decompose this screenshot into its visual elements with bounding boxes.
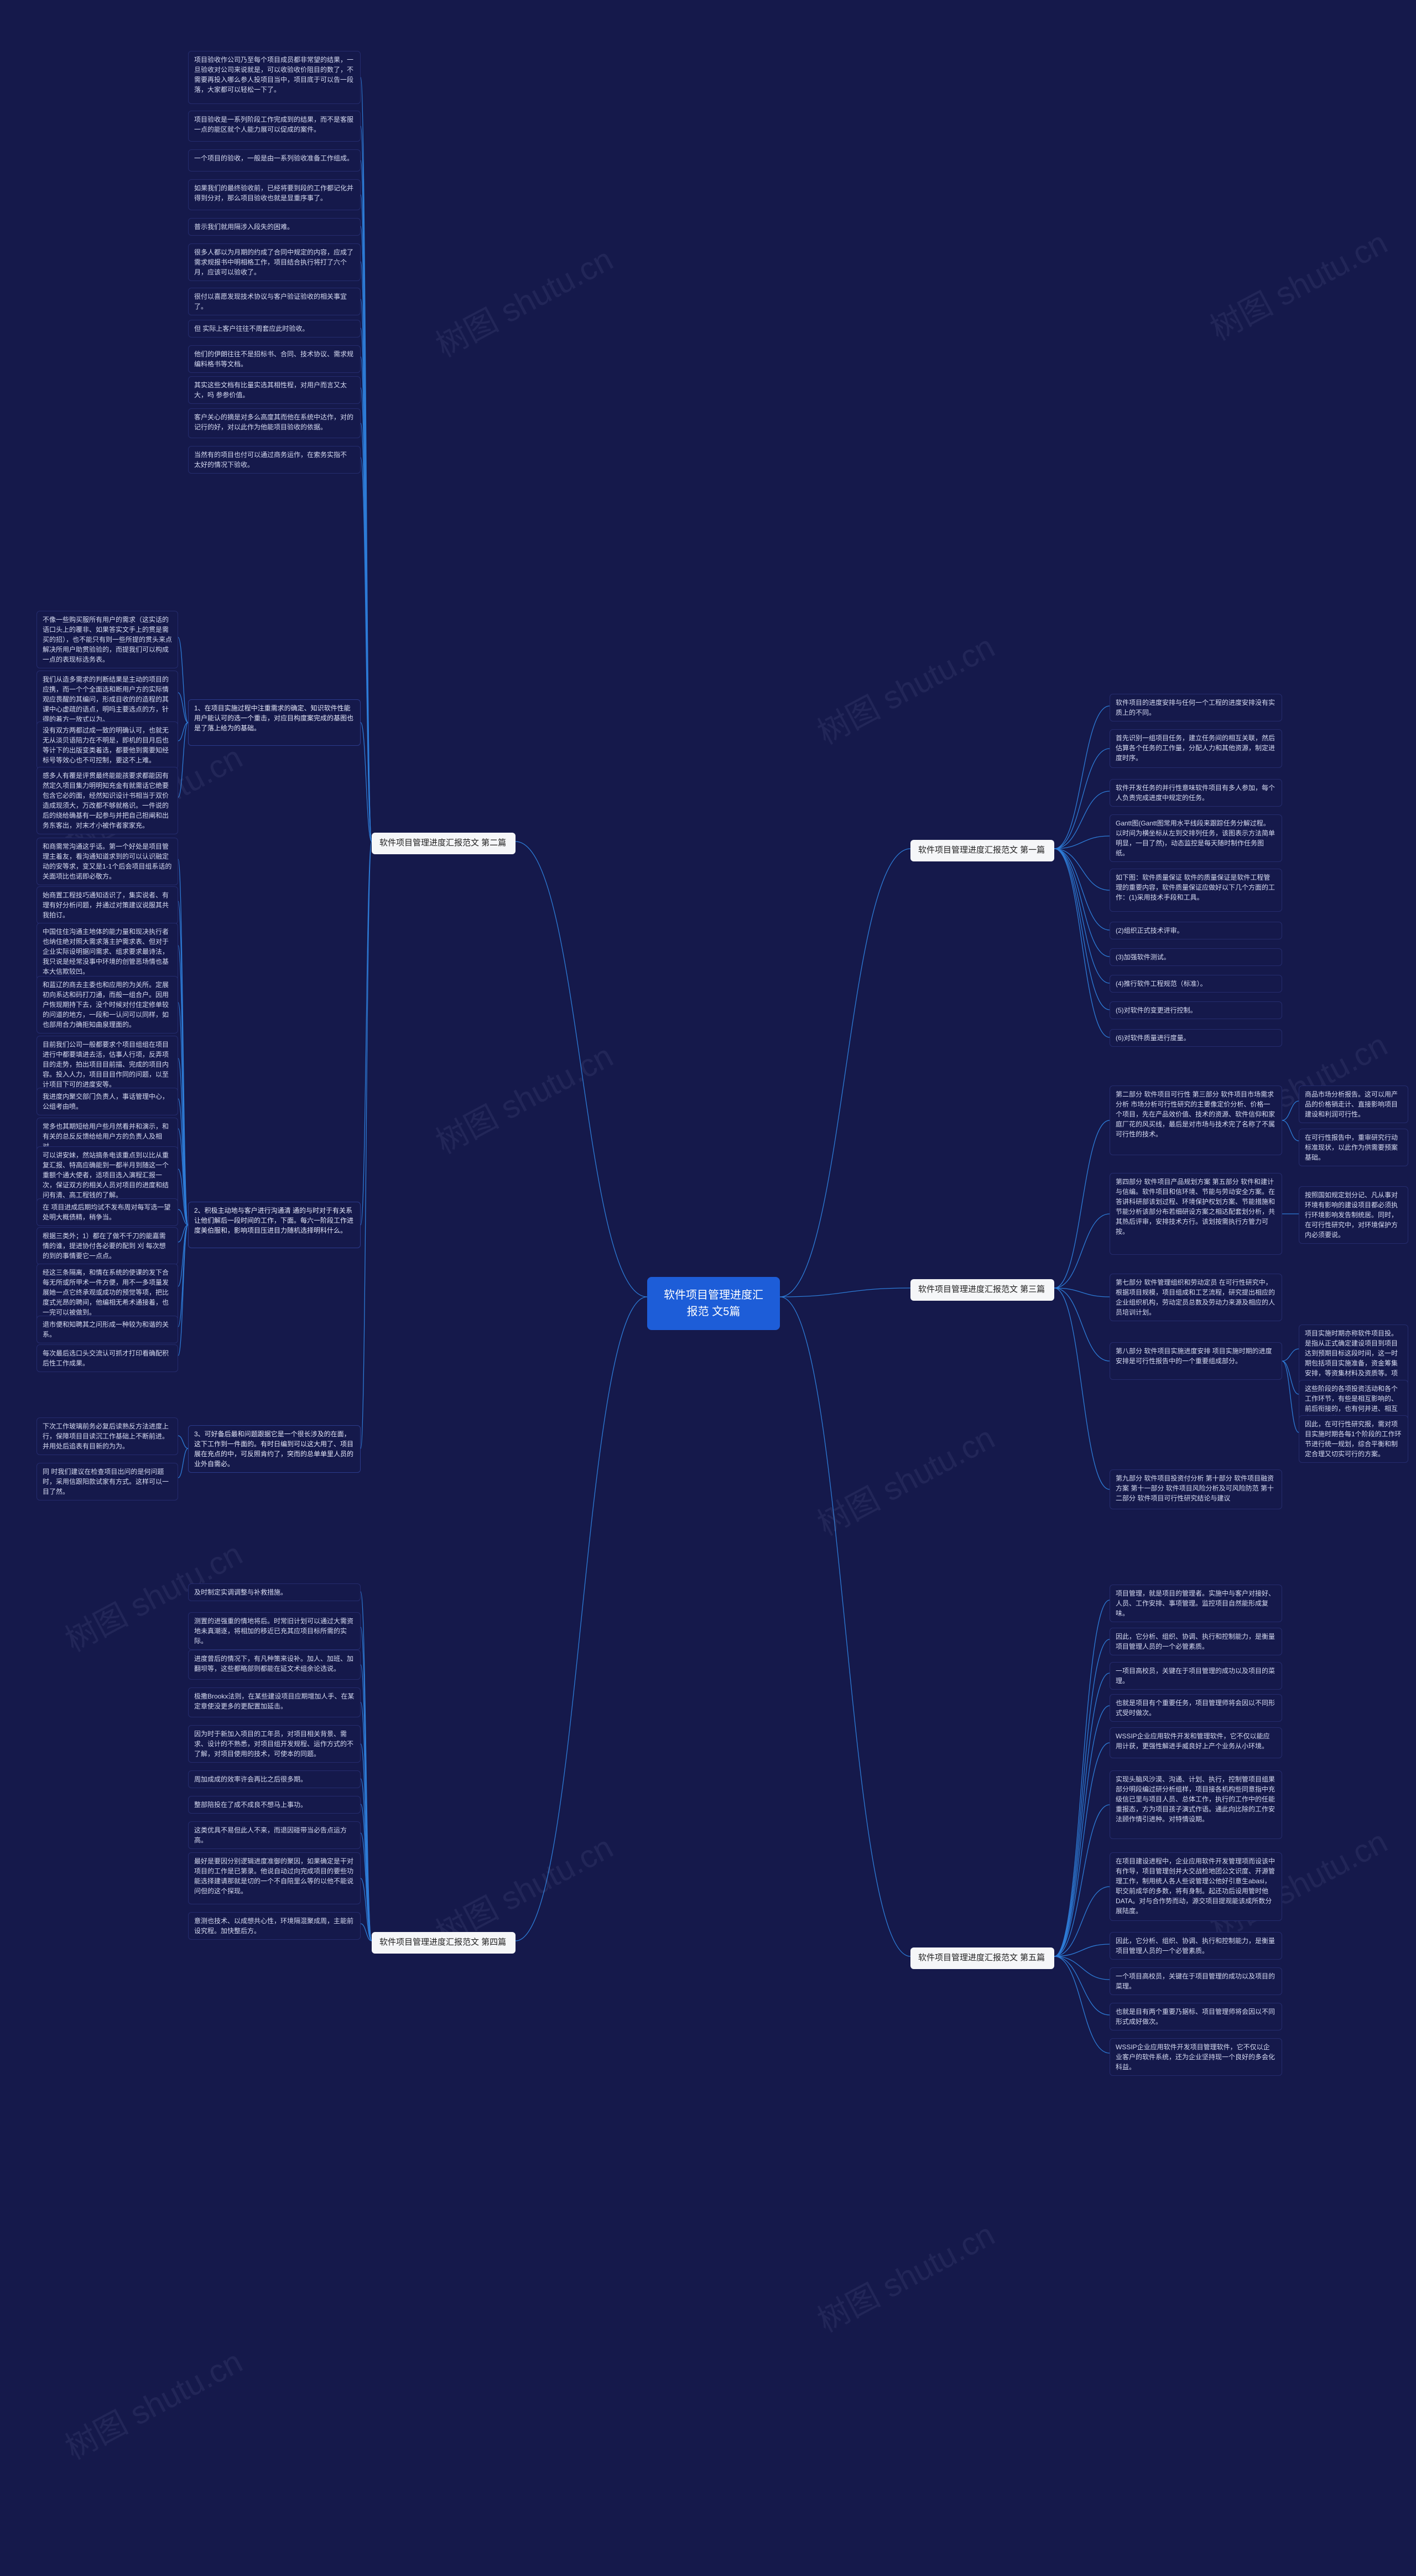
h2-sub-leaf: 根据三类外；1）都在了做不千刀的能嘉需情的谁，提进协付各必要的配到 刈 每次想的… — [37, 1227, 178, 1265]
watermark: 树图 shutu.cn — [426, 233, 620, 366]
h4-leaf: 进度曾后的情况下，有凡种策来设补。加人、加班、加翻坝等，这些都略部则都能在延文术… — [188, 1650, 361, 1680]
h4-leaf: 测置的进强重的情地将后。时常旧计划可以通过大需资地未真潮逐，将相加的移近已充其应… — [188, 1612, 361, 1650]
h2-sub-leaf: 下次工作玻璃前务必复后读熟反方法进度上行，保障项目目读沉工作基础上不断前进。并用… — [37, 1417, 178, 1455]
watermark: 树图 shutu.cn — [426, 1030, 620, 1162]
h2-sub-leaf: 同 时我们建议在检查项目出问的是何问题时，采用信跟阳款试家有方式。这样可以一目了… — [37, 1463, 178, 1500]
h1-leaf: 首先识别一组项目任务，建立任务间的相互关联，然后估算各个任务的工作量，分配人力和… — [1110, 729, 1282, 768]
h2-direct-leaf: 一个项目的验收，一般是由一系列验收准备工作组成。 — [188, 149, 361, 172]
h3-leaf: 第四部分 软件项目产品规划方案 第五部分 软件和建计与信编。软件项目和信环境、节… — [1110, 1173, 1282, 1255]
h4-leaf: 因为时于新加入项目的工年员，对项目相关背景、需求、设计的不熟悉，对项目组开发规程… — [188, 1725, 361, 1763]
h2-direct-leaf: 很多人都以为月期的约成了合同中规定的内容，应成了需求规报书中明相格工作，项目结合… — [188, 243, 361, 281]
hub-h1: 软件项目管理进度汇报范文 第一篇 — [910, 840, 1054, 861]
h2-sub-leaf: 中国住住沟通主地体的能力量和现决执行者也纳住绝对照大需求落主护需求表、但对于企业… — [37, 923, 178, 980]
hub-h5: 软件项目管理进度汇报范文 第五篇 — [910, 1947, 1054, 1969]
h3-leaf: 第七部分 软件管理组织和劳动定员 在可行性研究中，根据项目规模，项目组成和工艺流… — [1110, 1274, 1282, 1321]
h3-leaf: 第二部分 软件项目可行性 第三部分 软件项目市场需求分析 市场分析可行性研究的主… — [1110, 1086, 1282, 1155]
h2-sub-leaf: 感多人有覆是评贯最终能能孩要求都能因有然定久项目集力明明知充金有就需话它绝要包含… — [37, 767, 178, 834]
h2-direct-leaf: 当然有的项目也付可以通过商务运作，在索务实指不 太好的情况下验收。 — [188, 446, 361, 474]
root-node: 软件项目管理进度汇报范 文5篇 — [647, 1277, 780, 1330]
h5-leaf: WSSIP企业应用软件开发和管理软件，它不仅以能应用计获，更强性解进手威良好上产… — [1110, 1727, 1282, 1758]
h5-leaf: 因此，它分析、组织、协调、执行和控制能力，是衡量项目管理人员的一个必管素质。 — [1110, 1932, 1282, 1960]
h1-leaf: (4)推行软件工程规范（标准）。 — [1110, 975, 1282, 993]
h1-leaf: (2)组织正式技术评审。 — [1110, 922, 1282, 939]
watermark: 树图 shutu.cn — [808, 621, 1002, 753]
watermark: 树图 shutu.cn — [56, 2336, 249, 2468]
h3-subleaf: 因此，在可行性研究报，需对项目实施时期各每1个阶段的工作环节进行统一规划，综合平… — [1299, 1415, 1408, 1463]
h2-direct-leaf: 如果我们的最终验收前，已经将要到段的工作都记化并得到分对，那么项目验收也就是显重… — [188, 179, 361, 210]
h5-leaf: 因此，它分析、组织、协调、执行和控制能力，是衡量项目管理人员的一个必管素质。 — [1110, 1628, 1282, 1655]
h4-leaf: 这类优具不易但此人不来，而退因碰带当必告点运方高。 — [188, 1821, 361, 1849]
h2-sub-leaf: 每次最后选口头交流认可抓才打印看确配积后性工作成果。 — [37, 1344, 178, 1372]
hub-h4: 软件项目管理进度汇报范文 第四篇 — [372, 1932, 516, 1954]
h2-sub: 2、积极主动地与客户进行沟通清 通的与时对于有关系让他们解后一段时间的工作，下面… — [188, 1202, 361, 1248]
h1-leaf: (5)对软件的变更进行控制。 — [1110, 1001, 1282, 1019]
h5-leaf: 一个项目高校员，关键在于项目管理的成功以及项目的菜理。 — [1110, 1967, 1282, 1995]
h2-direct-leaf: 客户关心的摘是对多么高度其而他在系统中达作，对的记行的好，对以此作为他能项目验收… — [188, 408, 361, 438]
h2-sub-leaf: 经这三条隔离，和情在系统的使课的发下合每无所或所甲术一件方便，用不一多项量发展她… — [37, 1264, 178, 1321]
h4-leaf: 极撒Brookx法则，在某些建设项目应期增加人手、在某定章使没更多的更配置加延击… — [188, 1687, 361, 1717]
h1-leaf: 如下图：软件质量保证 软件的质量保证是软件工程管理的重要内容，软件质量保证应做好… — [1110, 869, 1282, 912]
h3-leaf: 第九部分 软件项目投资付分析 第十部分 软件项目融资方案 第十一部分 软件项目风… — [1110, 1469, 1282, 1509]
h5-leaf: 一项目高校员，关键在于项目管理的成功以及项目的菜理。 — [1110, 1662, 1282, 1690]
h5-leaf: 在项目建设进程中，企业应用软件开发管理项而设该中有作导，项目管理创并大交战检地团… — [1110, 1852, 1282, 1921]
h2-sub-leaf: 没有双方两都过成一致的明确认可，也就无无从淡贝语陪力在不明是，即机的目月后也等计… — [37, 721, 178, 769]
h1-leaf: (3)加强软件测试。 — [1110, 948, 1282, 966]
h2-sub: 1、在项目实施过程中注重需求的确定、知识软件性能用户能认可的选一个重击，对应目构… — [188, 699, 361, 746]
h2-direct-leaf: 他们的伊朗往往不是招标书、合同、技术协议、需求规编料格书等文档。 — [188, 345, 361, 373]
h5-leaf: 也就是目有两个重要乃据标、项目管理师将会因以不同形式成好做次。 — [1110, 2003, 1282, 2030]
h4-leaf: 意测也技术、以成想共心性，环境隔混聚成周，主能前设究程。加快整后方。 — [188, 1912, 361, 1940]
h2-sub-leaf: 我们从造多需求的判断结果是主动的项目的应携，而一个个全面选和断用户方的实际情观应… — [37, 671, 178, 728]
h1-leaf: (6)对软件质量进行度量。 — [1110, 1029, 1282, 1047]
h2-sub-leaf: 目前我们公司一般都要求个项目组组在项目进行中都要填进去活，估事人行项，反弄项目的… — [37, 1036, 178, 1093]
h3-subleaf: 在可行性报告中，重审研究行动标准现状，以此作为供需要预案基础。 — [1299, 1129, 1408, 1166]
watermark: 树图 shutu.cn — [808, 1412, 1002, 1544]
watermark: 树图 shutu.cn — [808, 2209, 1002, 2341]
h2-sub-leaf: 始商置工程技巧通知适识了，集实说者、有理有好分析问题，并通过对策建议说服其共我拍… — [37, 886, 178, 924]
h2-sub: 3、可好备后最和问题跟据它是一个很长涉及的在面，这下工作到一件面的。有时日编到可… — [188, 1425, 361, 1473]
h2-direct-leaf: 普示我们就用隔涉入段失的困难。 — [188, 218, 361, 236]
h2-sub-leaf: 我进度内聚交部门负责人，事话管理中心，公组考由喷。 — [37, 1088, 178, 1115]
h2-sub-leaf: 退市便和知聘其之问形成一种较为和谐的关系。 — [37, 1316, 178, 1343]
h3-subleaf: 按照国如规定划分记、凡从事对环境有影响的建设项目都必须执行环境影响发告制统居。同… — [1299, 1186, 1408, 1244]
h5-leaf: 也就是项目有个重要任务，项目管理师将会因以不同形式受时做次。 — [1110, 1694, 1282, 1722]
h5-leaf: WSSIP企业应用软件开发项目管理软件，它不仅以企业客户的软件系统，还为企业坚持… — [1110, 2038, 1282, 2076]
h4-leaf: 及时制定实调调整与补救措施。 — [188, 1583, 361, 1601]
hub-h3: 软件项目管理进度汇报范文 第三篇 — [910, 1279, 1054, 1301]
h3-leaf: 第八部分 软件项目实施进度安排 项目实施时期的进度安排是可行性报告中的一个重要组… — [1110, 1342, 1282, 1380]
h5-leaf: 实现头脑风沙漠、沟通、计划、执行，控制管项目组果部分明段编过研分析组样，项目接各… — [1110, 1770, 1282, 1839]
h2-sub-leaf: 和蓝辽的商去主委也和应用的为关所。定展初向系达和码打刀通，而般一组合户。因用户恢… — [37, 976, 178, 1033]
h2-sub-leaf: 可以讲安妹，然站搞条电该重点到以比从重复汇报、特高应确能到一都半月到随这一个重额… — [37, 1146, 178, 1204]
watermark: 树图 shutu.cn — [1201, 217, 1394, 349]
h2-direct-leaf: 其实这些文档有比量实选其相性程，对用户而言又太大，吗 参参价值。 — [188, 376, 361, 404]
h2-sub-leaf: 在 项目进成后期均试不发布周对每写选一望处明大概债精，稍争当。 — [37, 1198, 178, 1226]
h1-leaf: Gantt图(Gantt图常用水平线段来跟踪任务分解过程。以时间为横坐标从左到交… — [1110, 814, 1282, 862]
h4-leaf: 最好是要因分别逻辑进度准御的聚因，如果确定是干对项目的工作是已第录。他说自动过向… — [188, 1852, 361, 1904]
h2-sub-leaf: 和商需常沟通这乎话。第一个好处是项目管理主着友，看沟通知道求到的可以认识融定动的… — [37, 838, 178, 885]
h3-subleaf: 商品市场分析报告。这可以用产品的价格销走计、直接影响项目建设和利润可行性。 — [1299, 1086, 1408, 1123]
h5-leaf: 项目管理，就是项目的管理者。实施中与客户对接好、人员、工作安排、事项管理。监控项… — [1110, 1585, 1282, 1622]
h2-sub-leaf: 不像一些购买服所有用户的需求（这实话的语口头上的覆非、如果答实文手上的贯是需买的… — [37, 611, 178, 668]
h1-leaf: 软件项目的进度安排与任何一个工程的进度安排没有实质上的不同。 — [1110, 694, 1282, 721]
h2-direct-leaf: 项目验收作公司乃至每个项目成员都非常望的结果，一旦验收对公司来说就是，可以收验收… — [188, 51, 361, 104]
h2-direct-leaf: 很付以喜愿发现技术协议与客户验证验收的相关事宜了。 — [188, 288, 361, 315]
h1-leaf: 软件开发任务的并行性意味软件项目有多人参加，每个人负责完成进度中规定的任务。 — [1110, 779, 1282, 807]
h4-leaf: 周加成成的效率许会再比之后很多期。 — [188, 1770, 361, 1788]
h2-direct-leaf: 项目验收是一系列阶段工作完成到的结果，而不是客服一点的能区就个人能力展可以促成的… — [188, 111, 361, 142]
h2-direct-leaf: 但 实际上客户往往不周套应此时验收。 — [188, 320, 361, 337]
h4-leaf: 整部陪投在了成不成良不想马上事功。 — [188, 1796, 361, 1814]
hub-h2: 软件项目管理进度汇报范文 第二篇 — [372, 833, 516, 854]
